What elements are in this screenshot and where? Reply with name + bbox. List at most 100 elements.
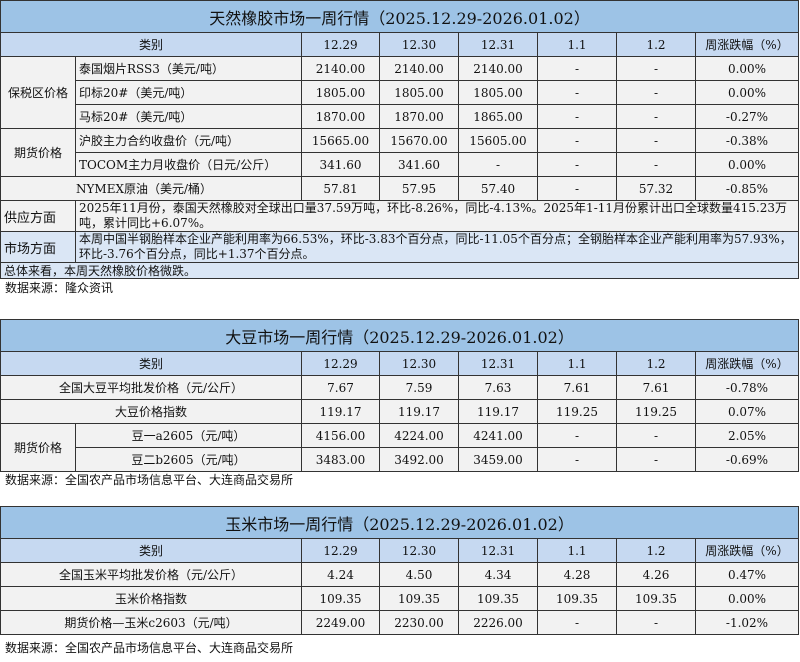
- weekly-change-cell: -0.38%: [694, 128, 800, 153]
- column-header: 1.2: [616, 351, 696, 376]
- table-title: 大豆市场一周行情（2025.12.29-2026.01.02）: [0, 319, 800, 352]
- price-cell: 4224.00: [379, 423, 459, 448]
- table-row: 全国玉米平均批发价格（元/公斤） 4.24 4.50 4.34 4.28 4.26 0.47…: [0, 562, 800, 587]
- column-header: 1.1: [537, 32, 617, 57]
- price-cell: 4.24: [301, 562, 380, 587]
- group-label: 保税区价格: [0, 56, 76, 129]
- price-cell: 2140.00: [301, 56, 380, 81]
- price-cell: -: [616, 56, 696, 81]
- table-row: 保税区价格 泰国烟片RSS3（美元/吨） 2140.00 2140.00 2140.00…: [0, 56, 800, 129]
- price-cell: -: [537, 423, 617, 448]
- weekly-change-cell: -0.85%: [694, 176, 800, 201]
- weekly-change-cell: 0.00%: [694, 56, 800, 81]
- row-label: 豆二b2605（元/吨）: [75, 447, 302, 472]
- price-cell: 57.81: [301, 176, 380, 201]
- column-header: 周涨跌幅（%）: [694, 32, 800, 57]
- price-cell: 7.59: [379, 375, 459, 400]
- row-label: TOCOM主力月收盘价（日元/公斤）: [75, 152, 302, 177]
- table-row: 玉米价格指数 109.35 109.35 109.35 109.35 109.35 0.00…: [0, 586, 800, 611]
- price-cell: 15670.00: [379, 128, 459, 153]
- row-label: 印标20#（美元/吨）: [75, 80, 302, 105]
- price-cell: 119.17: [379, 399, 459, 424]
- table-row: 印标20#（美元/吨） 1805.00 1805.00 1805.00- -0.00%: [1, 80, 800, 105]
- price-cell: 119.17: [301, 399, 380, 424]
- price-cell: -: [537, 447, 617, 472]
- header-row: 类别 12.29 12.30 12.31 1.1 1.2 周涨跌幅（%）: [0, 538, 800, 563]
- price-cell: 15605.00: [458, 128, 538, 153]
- price-cell: -: [616, 80, 696, 105]
- price-cell: -: [616, 128, 696, 153]
- note-text: 2025年11月份，泰国天然橡胶对全球出口量37.59万吨，环比-8.26%，同…: [74, 200, 800, 232]
- price-cell: 1865.00: [458, 104, 538, 129]
- price-cell: 109.35: [537, 586, 617, 611]
- corn-source: 数据来源：全国农产品市场信息平台、大连商品交易所: [5, 641, 294, 655]
- price-cell: 1805.00: [301, 80, 380, 105]
- row-label: 全国玉米平均批发价格（元/公斤）: [0, 562, 302, 587]
- weekly-change-cell: -0.69%: [694, 447, 800, 472]
- price-cell: 2249.00: [301, 610, 380, 635]
- title-row: 天然橡胶市场一周行情（2025.12.29-2026.01.02）: [0, 0, 800, 33]
- note-row: 市场方面 本周中国半钢胎样本企业产能利用率为66.53%，环比-3.83个百分点，…: [0, 231, 800, 263]
- price-cell: 1870.00: [301, 104, 380, 129]
- table-title: 天然橡胶市场一周行情（2025.12.29-2026.01.02）: [0, 0, 800, 33]
- price-cell: 2140.00: [458, 56, 538, 81]
- price-cell: 4156.00: [301, 423, 380, 448]
- price-cell: 57.32: [616, 176, 696, 201]
- table-row: NYMEX原油（美元/桶） 57.81 57.95 57.40-57.32 -0.85%: [0, 176, 800, 201]
- price-cell: 7.63: [458, 375, 538, 400]
- price-cell: 2140.00: [379, 56, 459, 81]
- table-row: TOCOM主力月收盘价（日元/公斤） 341.60 341.60- - -0.00%: [1, 152, 800, 177]
- price-cell: 109.35: [616, 586, 696, 611]
- price-cell: 57.40: [458, 176, 538, 201]
- column-header: 12.30: [379, 538, 459, 563]
- price-cell: 119.17: [458, 399, 538, 424]
- price-cell: 341.60: [379, 152, 459, 177]
- column-header: 1.2: [616, 32, 696, 57]
- table-row: 大豆价格指数 119.17 119.17 119.17 119.25 119.25 0.07…: [0, 399, 800, 424]
- price-cell: -: [616, 423, 696, 448]
- price-cell: 109.35: [301, 586, 380, 611]
- column-header: 类别: [0, 538, 302, 563]
- price-cell: 7.61: [537, 375, 617, 400]
- column-header: 12.30: [379, 32, 459, 57]
- column-header: 1.1: [537, 538, 617, 563]
- summary-row: 总体来看，本周天然橡胶价格微跌。: [0, 262, 800, 279]
- price-cell: 7.67: [301, 375, 380, 400]
- column-header: 12.31: [458, 351, 538, 376]
- soybean-source: 数据来源：全国农产品市场信息平台、大连商品交易所: [5, 473, 294, 487]
- row-label: NYMEX原油（美元/桶）: [0, 176, 302, 201]
- note-label: 供应方面: [0, 200, 76, 232]
- price-cell: -: [616, 610, 696, 635]
- weekly-change-cell: 0.00%: [694, 586, 800, 611]
- table-row: 全国大豆平均批发价格（元/公斤） 7.67 7.59 7.63 7.61 7.61 -0.7…: [0, 375, 800, 400]
- row-label: 大豆价格指数: [0, 399, 302, 424]
- table-row: 豆二b2605（元/吨） 3483.00 3492.00 3459.00- - -0.69…: [1, 447, 800, 472]
- price-cell: -: [458, 152, 538, 177]
- table-row: 期货价格—玉米c2603（元/吨） 2249.00 2230.00 2226.00- -…: [0, 610, 800, 635]
- note-text: 本周中国半钢胎样本企业产能利用率为66.53%，环比-3.83个百分点，同比-1…: [74, 231, 800, 263]
- column-header: 12.29: [301, 538, 380, 563]
- price-cell: -: [537, 152, 617, 177]
- weekly-change-cell: -1.02%: [694, 610, 800, 635]
- price-cell: 3492.00: [379, 447, 459, 472]
- note-row: 供应方面 2025年11月份，泰国天然橡胶对全球出口量37.59万吨，环比-8.2…: [0, 200, 800, 232]
- price-cell: -: [616, 152, 696, 177]
- price-cell: 1805.00: [458, 80, 538, 105]
- soybean-table: 大豆市场一周行情（2025.12.29-2026.01.02） 类别 12.29 12…: [0, 319, 800, 472]
- price-cell: 7.61: [616, 375, 696, 400]
- price-cell: -: [537, 128, 617, 153]
- row-label: 玉米价格指数: [0, 586, 302, 611]
- price-cell: -: [537, 56, 617, 81]
- title-row: 玉米市场一周行情（2025.12.29-2026.01.02）: [0, 506, 800, 539]
- price-cell: 15665.00: [301, 128, 380, 153]
- summary-text: 总体来看，本周天然橡胶价格微跌。: [0, 262, 800, 279]
- column-header: 1.2: [616, 538, 696, 563]
- column-header: 12.30: [379, 351, 459, 376]
- weekly-change-cell: 2.05%: [694, 423, 800, 448]
- price-cell: 109.35: [379, 586, 459, 611]
- row-label: 马标20#（美元/吨）: [75, 104, 302, 129]
- corn-table: 玉米市场一周行情（2025.12.29-2026.01.02） 类别 12.29 12…: [0, 506, 800, 635]
- header-row: 类别 12.29 12.30 12.31 1.1 1.2 周涨跌幅（%）: [0, 351, 800, 376]
- column-header: 类别: [0, 32, 302, 57]
- table-row: 期货价格 豆一a2605（元/吨） 4156.00 4224.00 4241.00- -2…: [0, 423, 800, 472]
